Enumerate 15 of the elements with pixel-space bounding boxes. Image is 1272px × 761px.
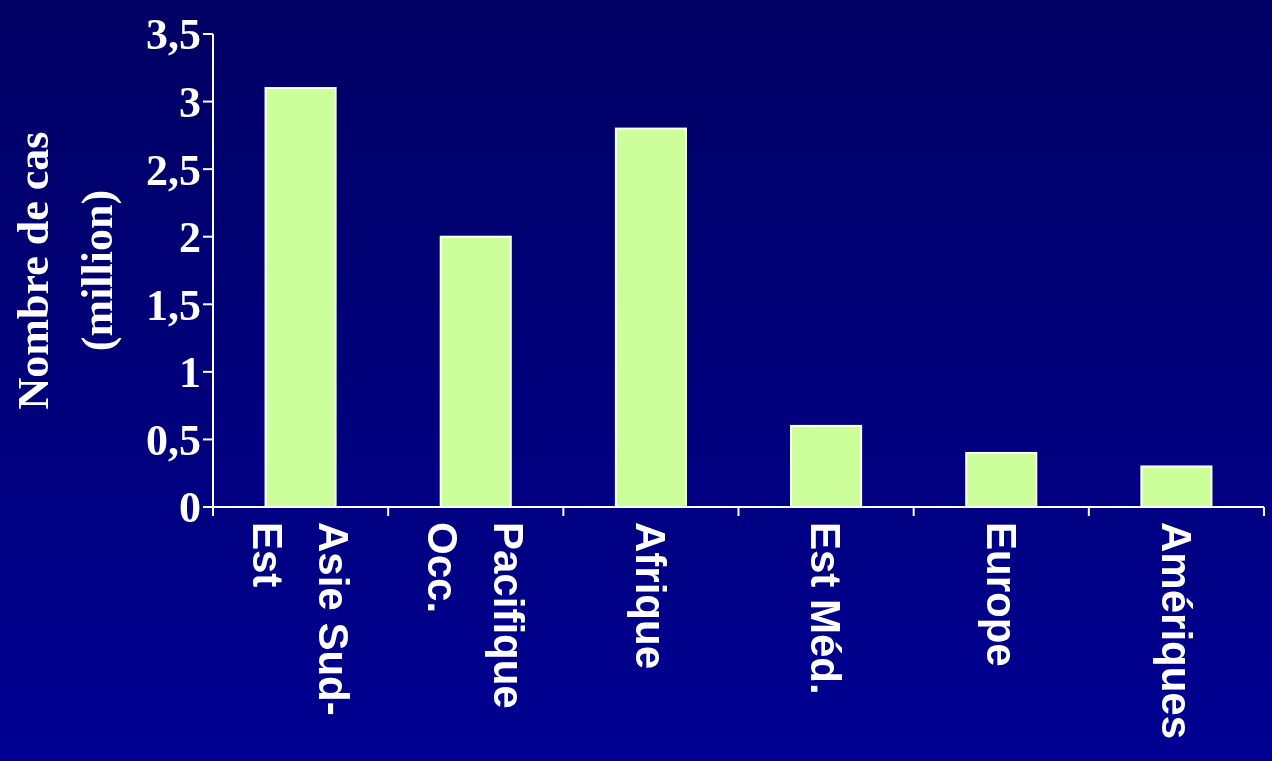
y-tick-label: 1 [179,348,201,398]
y-tick-label: 2,5 [146,145,201,195]
x-tick-label: Pacifique Occ. [419,522,533,709]
x-tick-label: Amériques [1152,522,1200,740]
x-tick-label: Afrique [627,522,675,669]
y-tick-label: 2 [179,213,201,263]
x-tick-label: Europe [977,522,1025,667]
x-tick-label: Est Méd. [802,522,850,695]
x-tick-label: Asie Sud-Est [243,522,357,716]
y-tick-label: 3 [179,77,201,127]
y-tick-label: 3,5 [146,10,201,60]
y-tick-label: 1,5 [146,280,201,330]
y-tick-label: 0,5 [146,415,201,465]
y-axis-title: Nombre de cas (million) [9,131,123,410]
y-tick-label: 0 [179,483,201,533]
